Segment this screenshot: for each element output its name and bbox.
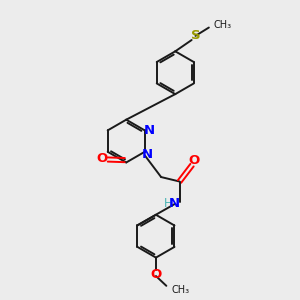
Text: N: N: [169, 197, 180, 210]
Text: N: N: [144, 124, 155, 137]
Text: CH₃: CH₃: [214, 20, 232, 31]
Text: O: O: [150, 268, 162, 281]
Text: CH₃: CH₃: [171, 285, 190, 295]
Text: S: S: [191, 29, 200, 42]
Text: O: O: [189, 154, 200, 167]
Text: H: H: [164, 197, 172, 210]
Text: O: O: [97, 152, 108, 164]
Text: N: N: [141, 148, 152, 161]
